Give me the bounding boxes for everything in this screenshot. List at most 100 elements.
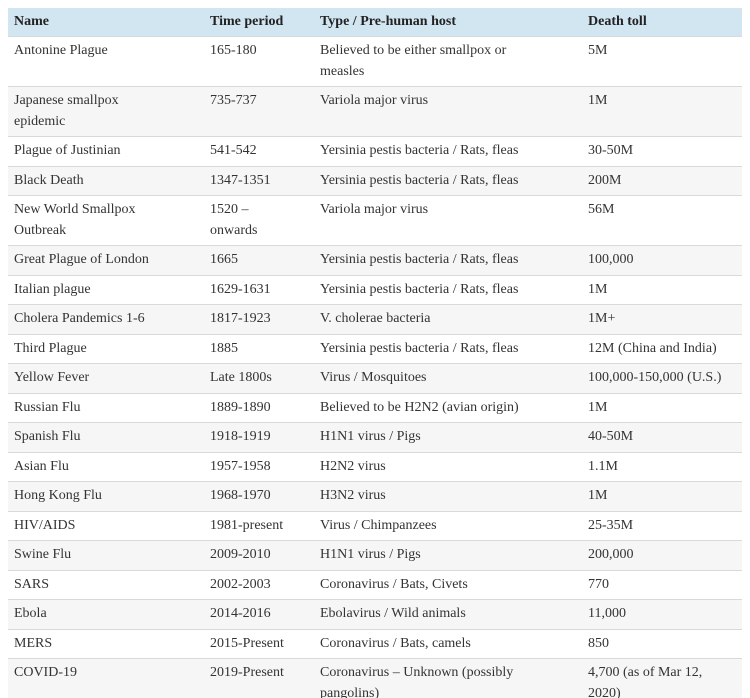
cell-type-host: Coronavirus / Bats, Civets [314, 569, 582, 600]
cell-time-period: 1347-1351 [204, 165, 314, 196]
cell-death-toll: 12M (China and India) [582, 333, 742, 364]
cell-time-period: 1817-1923 [204, 304, 314, 334]
cell-time-period: 2015-Present [204, 628, 314, 659]
cell-time-period: 1520 – onwards [204, 195, 314, 246]
table-row: HIV/AIDS 1981-present Virus / Chimpanzees 2… [8, 510, 742, 541]
table-row: Ebola 2014-2016 Ebolavirus / Wild animals 1… [8, 599, 742, 629]
table-row: Black Death 1347-1351 Yersinia pestis bact… [8, 165, 742, 196]
cell-type-host: H1N1 virus / Pigs [314, 422, 582, 452]
table-row: Great Plague of London 1665 Yersinia pesti… [8, 245, 742, 275]
cell-name: Plague of Justinian [8, 136, 204, 166]
table-row: Hong Kong Flu 1968-1970 H3N2 virus 1M [8, 481, 742, 511]
cell-name: HIV/AIDS [8, 510, 204, 541]
header-row: Name Time period Type / Pre-human host Deat… [8, 8, 742, 37]
cell-death-toll: 4,700 (as of Mar 12, 2020) [582, 658, 742, 698]
cell-death-toll: 11,000 [582, 599, 742, 629]
cell-death-toll: 770 [582, 569, 742, 600]
cell-time-period: 1629-1631 [204, 274, 314, 305]
cell-type-host: H3N2 virus [314, 481, 582, 511]
cell-type-host: Variola major virus [314, 195, 582, 246]
column-header-name: Name [8, 8, 204, 37]
cell-type-host: H1N1 virus / Pigs [314, 540, 582, 570]
cell-name: COVID-19 [8, 658, 204, 698]
cell-name: Italian plague [8, 274, 204, 305]
cell-time-period: 1968-1970 [204, 481, 314, 511]
cell-time-period: 2019-Present [204, 658, 314, 698]
cell-name: Swine Flu [8, 540, 204, 570]
cell-time-period: 1981-present [204, 510, 314, 541]
cell-time-period: 735-737 [204, 86, 314, 137]
table-row: Spanish Flu 1918-1919 H1N1 virus / Pigs 40-… [8, 422, 742, 452]
cell-name: Asian Flu [8, 451, 204, 482]
table-row: Cholera Pandemics 1-6 1817-1923 V. cholera… [8, 304, 742, 334]
cell-type-host: Ebolavirus / Wild animals [314, 599, 582, 629]
cell-type-host: Virus / Chimpanzees [314, 510, 582, 541]
cell-death-toll: 1M [582, 481, 742, 511]
cell-death-toll: 1M+ [582, 304, 742, 334]
cell-time-period: 2009-2010 [204, 540, 314, 570]
cell-type-host: V. cholerae bacteria [314, 304, 582, 334]
cell-type-host: H2N2 virus [314, 451, 582, 482]
cell-time-period: 1889-1890 [204, 392, 314, 423]
cell-death-toll: 1.1M [582, 451, 742, 482]
cell-name: Yellow Fever [8, 363, 204, 393]
cell-time-period: 1885 [204, 333, 314, 364]
cell-death-toll: 5M [582, 36, 742, 87]
table-row: Plague of Justinian 541-542 Yersinia pesti… [8, 136, 742, 166]
cell-name: Black Death [8, 165, 204, 196]
cell-time-period: 1918-1919 [204, 422, 314, 452]
table-row: SARS 2002-2003 Coronavirus / Bats, Civets 7… [8, 569, 742, 600]
table-body: Antonine Plague 165-180 Believed to be eit… [8, 36, 742, 698]
pandemics-table: Name Time period Type / Pre-human host Deat… [8, 8, 742, 698]
cell-type-host: Variola major virus [314, 86, 582, 137]
table-row: Asian Flu 1957-1958 H2N2 virus 1.1M [8, 451, 742, 482]
cell-type-host: Coronavirus – Unknown (possibly pangolin… [314, 658, 582, 698]
cell-name: Hong Kong Flu [8, 481, 204, 511]
cell-death-toll: 1M [582, 86, 742, 137]
cell-type-host: Yersinia pestis bacteria / Rats, fleas [314, 333, 582, 364]
cell-time-period: 2002-2003 [204, 569, 314, 600]
cell-time-period: 165-180 [204, 36, 314, 87]
cell-name: New World Smallpox Outbreak [8, 195, 204, 246]
table-row: Antonine Plague 165-180 Believed to be eit… [8, 36, 742, 87]
column-header-death-toll: Death toll [582, 8, 742, 37]
cell-death-toll: 1M [582, 274, 742, 305]
cell-death-toll: 40-50M [582, 422, 742, 452]
table-row: Swine Flu 2009-2010 H1N1 virus / Pigs 200,0… [8, 540, 742, 570]
cell-death-toll: 200,000 [582, 540, 742, 570]
cell-name: MERS [8, 628, 204, 659]
table-row: Russian Flu 1889-1890 Believed to be H2N2 … [8, 392, 742, 423]
cell-name: SARS [8, 569, 204, 600]
cell-type-host: Virus / Mosquitoes [314, 363, 582, 393]
cell-death-toll: 56M [582, 195, 742, 246]
cell-type-host: Yersinia pestis bacteria / Rats, fleas [314, 136, 582, 166]
table-row: COVID-19 2019-Present Coronavirus – Unknow… [8, 658, 742, 698]
cell-type-host: Yersinia pestis bacteria / Rats, fleas [314, 245, 582, 275]
cell-death-toll: 1M [582, 392, 742, 423]
cell-death-toll: 850 [582, 628, 742, 659]
cell-name: Russian Flu [8, 392, 204, 423]
column-header-type-host: Type / Pre-human host [314, 8, 582, 37]
table-row: MERS 2015-Present Coronavirus / Bats, came… [8, 628, 742, 659]
table-row: Yellow Fever Late 1800s Virus / Mosquitoes… [8, 363, 742, 393]
cell-name: Third Plague [8, 333, 204, 364]
cell-type-host: Yersinia pestis bacteria / Rats, fleas [314, 165, 582, 196]
cell-death-toll: 30-50M [582, 136, 742, 166]
cell-name: Cholera Pandemics 1-6 [8, 304, 204, 334]
cell-time-period: Late 1800s [204, 363, 314, 393]
cell-name: Great Plague of London [8, 245, 204, 275]
cell-name: Spanish Flu [8, 422, 204, 452]
cell-time-period: 1665 [204, 245, 314, 275]
cell-time-period: 2014-2016 [204, 599, 314, 629]
cell-type-host: Yersinia pestis bacteria / Rats, fleas [314, 274, 582, 305]
table-row: New World Smallpox Outbreak 1520 – onward… [8, 195, 742, 246]
cell-death-toll: 25-35M [582, 510, 742, 541]
cell-death-toll: 200M [582, 165, 742, 196]
cell-type-host: Believed to be either smallpox or measle… [314, 36, 582, 87]
table-row: Third Plague 1885 Yersinia pestis bacteria… [8, 333, 742, 364]
cell-name: Japanese smallpox epidemic [8, 86, 204, 137]
cell-type-host: Believed to be H2N2 (avian origin) [314, 392, 582, 423]
cell-death-toll: 100,000-150,000 (U.S.) [582, 363, 742, 393]
table-row: Italian plague 1629-1631 Yersinia pestis b… [8, 274, 742, 305]
